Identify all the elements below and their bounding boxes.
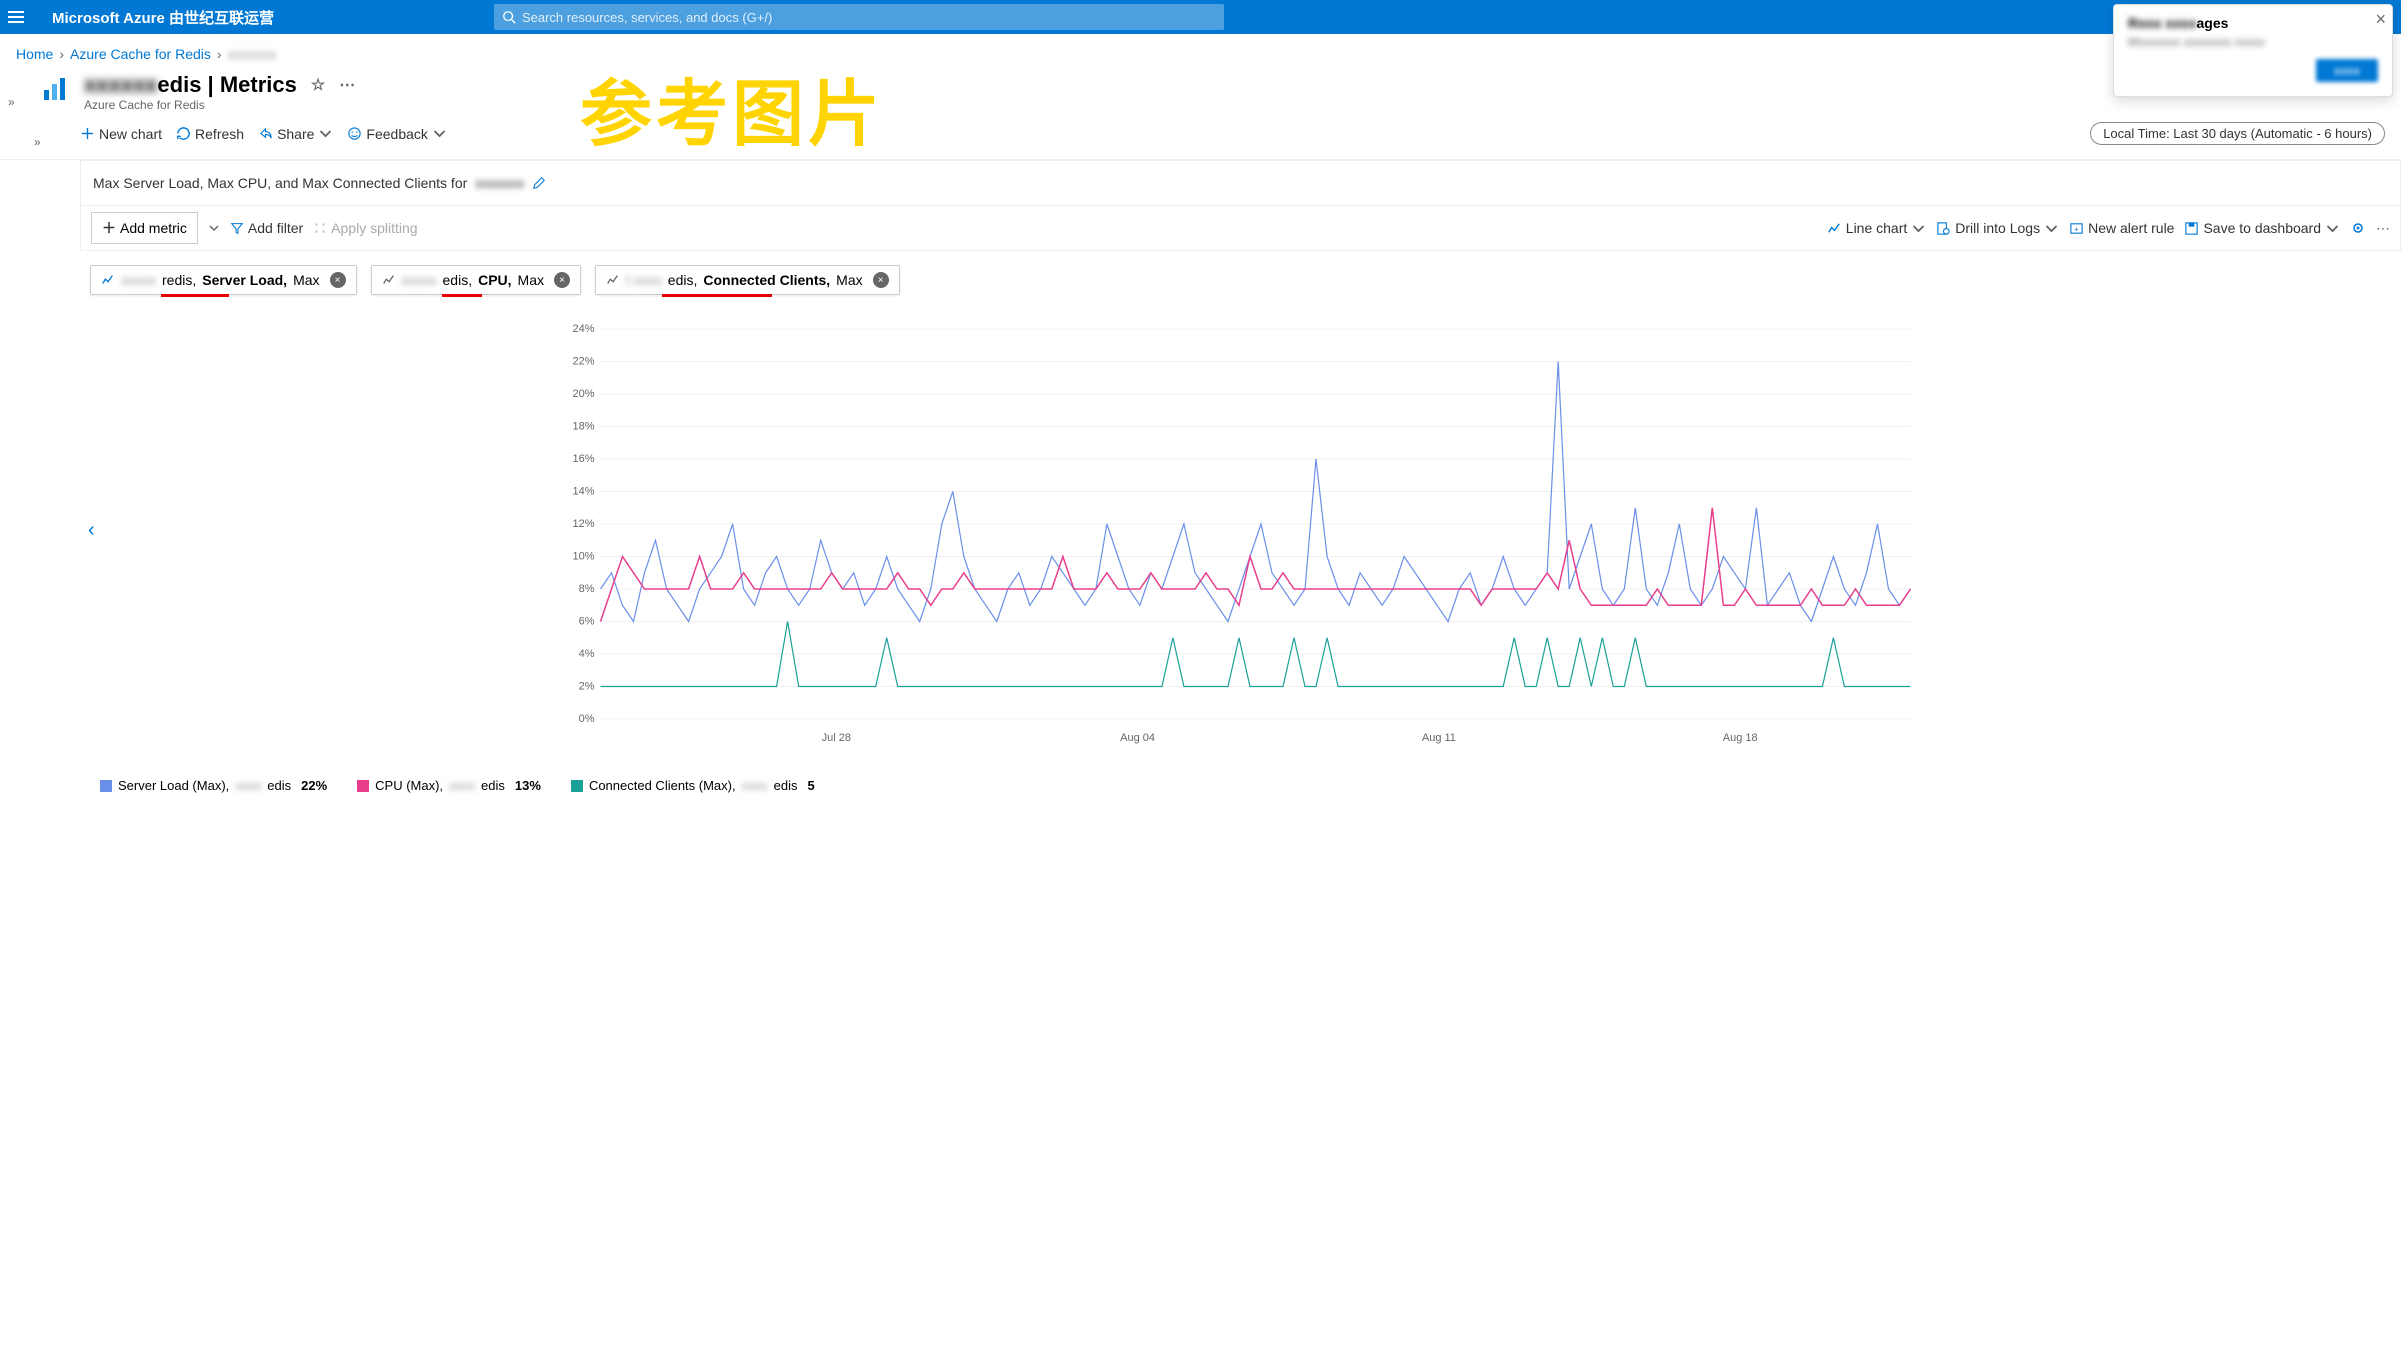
- svg-text:Jul 28: Jul 28: [822, 732, 851, 744]
- settings-gear-icon[interactable]: [2350, 220, 2366, 236]
- svg-text:Aug 18: Aug 18: [1723, 732, 1758, 744]
- metric-pill[interactable]: xxxxxedis, CPU, Max ×: [371, 265, 581, 295]
- chevron-down-icon: [318, 126, 333, 141]
- share-icon: [258, 126, 273, 141]
- svg-text:Aug 11: Aug 11: [1422, 732, 1456, 744]
- add-filter-button[interactable]: Add filter: [230, 220, 303, 236]
- breadcrumb: Home › Azure Cache for Redis › xxxxxxx: [0, 34, 2401, 62]
- add-metric-button[interactable]: ＋Add metric: [91, 212, 198, 244]
- popup-subtitle: Mxxxxxxx xxxxxxxx xxxxx: [2128, 35, 2378, 49]
- drill-logs-button[interactable]: Drill into Logs: [1936, 220, 2059, 236]
- svg-text:4%: 4%: [579, 648, 595, 660]
- popup-title: Rxxx xxxxages: [2128, 15, 2378, 31]
- svg-text:22%: 22%: [572, 356, 594, 368]
- plus-icon: [80, 126, 95, 141]
- notification-popup: × Rxxx xxxxages Mxxxxxxx xxxxxxxx xxxxx …: [2113, 4, 2393, 97]
- split-icon: [313, 221, 327, 235]
- metrics-chart-card: Max Server Load, Max CPU, and Max Connec…: [80, 160, 2401, 807]
- legend-item: Server Load (Max),xxxxedis 22%: [100, 778, 327, 793]
- svg-text:2%: 2%: [579, 681, 595, 693]
- line-chart-icon: [1827, 221, 1842, 236]
- chart-toolbar: ＋Add metric Add filter Apply splitting L…: [80, 206, 2401, 251]
- chart-type-selector[interactable]: Line chart: [1827, 220, 1926, 236]
- svg-text:+: +: [2074, 224, 2079, 233]
- azure-topbar: Microsoft Azure 由世纪互联运营: [0, 0, 2401, 34]
- chart-area: ‹ 0% 2% 4% 6% 8% 10% 12% 14% 16% 18% 20% 22% 24% Jul …: [90, 319, 2381, 764]
- svg-text:6%: 6%: [579, 616, 595, 628]
- share-button[interactable]: Share: [258, 126, 333, 142]
- time-range-selector[interactable]: Local Time: Last 30 days (Automatic - 6 …: [2090, 122, 2385, 145]
- svg-text:14%: 14%: [572, 486, 594, 498]
- filter-icon: [230, 221, 244, 235]
- brand-label: Microsoft Azure 由世纪互联运营: [52, 7, 274, 28]
- menu-hamburger-icon[interactable]: [8, 7, 28, 27]
- metrics-toolbar: New chart Refresh Share Feedback Local T…: [0, 112, 2401, 160]
- chart-title-row: Max Server Load, Max CPU, and Max Connec…: [80, 160, 2401, 206]
- chart-prev-icon[interactable]: ‹: [88, 519, 95, 542]
- breadcrumb-resource[interactable]: xxxxxxx: [228, 46, 277, 62]
- breadcrumb-home[interactable]: Home: [16, 46, 53, 62]
- page-header: xxxxxxedis | Metrics ☆ ⋯ Azure Cache for…: [0, 62, 2401, 112]
- new-chart-button[interactable]: New chart: [80, 126, 162, 142]
- remove-metric-icon[interactable]: ×: [873, 272, 889, 288]
- svg-text:16%: 16%: [572, 453, 594, 465]
- new-alert-button[interactable]: + New alert rule: [2069, 220, 2174, 236]
- logs-icon: [1936, 221, 1951, 236]
- save-dashboard-button[interactable]: Save to dashboard: [2184, 220, 2340, 236]
- svg-text:18%: 18%: [572, 421, 594, 433]
- search-icon: [502, 10, 516, 24]
- metric-icon: [606, 273, 620, 287]
- search-input[interactable]: [522, 10, 1216, 25]
- metrics-resource-icon: [40, 72, 72, 104]
- apply-splitting-button: Apply splitting: [313, 220, 417, 236]
- breadcrumb-service[interactable]: Azure Cache for Redis: [70, 46, 211, 62]
- metric-pill[interactable]: xxxxxredis, Server Load, Max ×: [90, 265, 357, 295]
- alert-icon: +: [2069, 221, 2084, 236]
- close-icon[interactable]: ×: [2375, 9, 2386, 30]
- metric-pills-row: xxxxxredis, Server Load, Max × xxxxxedis…: [80, 251, 2401, 309]
- metrics-line-chart: 0% 2% 4% 6% 8% 10% 12% 14% 16% 18% 20% 22% 24% Jul 28…: [90, 319, 2381, 759]
- refresh-icon: [176, 126, 191, 141]
- favorite-star-icon[interactable]: ☆: [311, 75, 325, 95]
- feedback-icon: [347, 126, 362, 141]
- metric-icon: [382, 273, 396, 287]
- more-menu-icon[interactable]: ⋯: [339, 75, 355, 95]
- legend-item: Connected Clients (Max),xxxxedis 5: [571, 778, 815, 793]
- svg-text:12%: 12%: [572, 518, 594, 530]
- chevron-down-icon: [1911, 221, 1926, 236]
- legend-item: CPU (Max),xxxxedis 13%: [357, 778, 541, 793]
- svg-text:10%: 10%: [572, 551, 594, 563]
- chevron-down-icon: [2325, 221, 2340, 236]
- chevron-down-icon: [2044, 221, 2059, 236]
- more-icon[interactable]: ⋯: [2376, 220, 2390, 237]
- chevron-down-icon: [432, 126, 447, 141]
- chevron-down-icon[interactable]: [208, 222, 220, 234]
- svg-text:0%: 0%: [579, 713, 595, 725]
- page-title: xxxxxxedis | Metrics ☆ ⋯: [84, 72, 2385, 98]
- svg-text:20%: 20%: [572, 388, 594, 400]
- metric-pill[interactable]: t xxxxedis, Connected Clients, Max ×: [595, 265, 900, 295]
- expand-nav-icon[interactable]: »: [34, 135, 41, 149]
- svg-text:8%: 8%: [579, 583, 595, 595]
- page-subtitle: Azure Cache for Redis: [84, 98, 2385, 112]
- save-icon: [2184, 221, 2199, 236]
- feedback-button[interactable]: Feedback: [347, 126, 446, 142]
- metric-icon: [101, 273, 115, 287]
- svg-text:24%: 24%: [572, 323, 594, 335]
- refresh-button[interactable]: Refresh: [176, 126, 244, 142]
- global-search[interactable]: [494, 4, 1224, 30]
- remove-metric-icon[interactable]: ×: [554, 272, 570, 288]
- chart-legend: Server Load (Max),xxxxedis 22% CPU (Max)…: [80, 764, 2401, 807]
- remove-metric-icon[interactable]: ×: [330, 272, 346, 288]
- svg-text:Aug 04: Aug 04: [1120, 732, 1155, 744]
- popup-action-button[interactable]: xxxx: [2316, 59, 2378, 82]
- expand-blade-icon[interactable]: »: [8, 95, 15, 109]
- edit-pencil-icon[interactable]: [532, 176, 546, 190]
